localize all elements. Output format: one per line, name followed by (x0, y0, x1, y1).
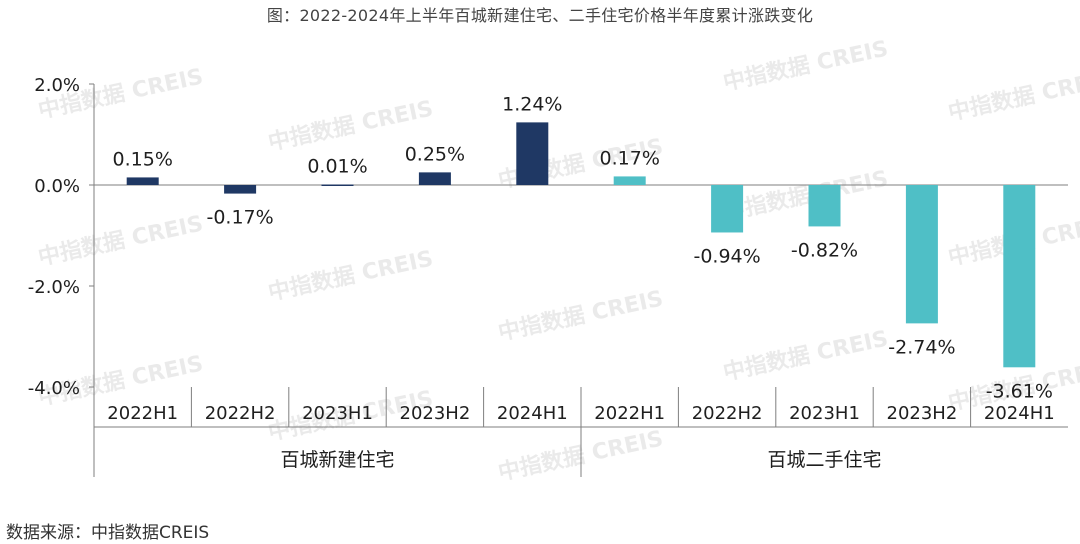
category-label: 2024H1 (984, 403, 1055, 424)
watermark-text: 中指数据 CREIS (496, 286, 666, 346)
y-tick-label: 2.0% (34, 75, 80, 96)
watermark-text: 中指数据 CREIS (721, 166, 891, 226)
bar (126, 177, 159, 185)
data-label: 0.15% (113, 148, 173, 170)
category-label: 2023H2 (400, 403, 471, 424)
bar (1003, 185, 1036, 368)
watermark-text: 中指数据 CREIS (946, 66, 1080, 126)
chart-title: 图：2022-2024年上半年百城新建住宅、二手住宅价格半年度累计涨跌变化 (266, 6, 814, 25)
y-tick-label: -4.0% (28, 378, 80, 399)
category-label: 2022H2 (205, 403, 276, 424)
watermark-text: 中指数据 CREIS (266, 246, 436, 306)
bar (808, 185, 841, 227)
bar (711, 185, 744, 233)
category-label: 2023H1 (302, 403, 373, 424)
bar (321, 184, 354, 186)
data-label: 0.01% (307, 155, 367, 177)
group-label: 百城二手住宅 (767, 449, 881, 471)
data-label: -0.82% (791, 239, 858, 261)
data-label: -3.61% (986, 380, 1053, 402)
data-source: 数据来源：中指数据CREIS (6, 523, 210, 543)
watermark-text: 中指数据 CREIS (721, 36, 891, 96)
category-label: 2023H2 (887, 403, 958, 424)
bar (418, 172, 451, 185)
watermark-text: 中指数据 CREIS (721, 326, 891, 386)
data-label: -2.74% (888, 336, 955, 358)
bar (905, 185, 938, 324)
category-label: 2022H2 (692, 403, 763, 424)
y-tick-label: 0.0% (34, 176, 80, 197)
category-label: 2022H1 (594, 403, 665, 424)
y-tick-label: -2.0% (28, 277, 80, 298)
bar (516, 122, 549, 185)
group-label: 百城新建住宅 (280, 449, 394, 471)
watermark-text: 中指数据 CREIS (36, 211, 206, 271)
category-label: 2024H1 (497, 403, 568, 424)
data-label: 0.25% (405, 143, 465, 165)
bar (224, 185, 257, 194)
data-label: 0.17% (600, 147, 660, 169)
data-label: -0.94% (693, 245, 760, 267)
bar (613, 176, 646, 185)
bar-chart: 中指数据 CREIS 中指数据 CREIS 中指数据 CREIS 中指数据 CREIS… (28, 36, 1080, 486)
category-label: 2023H1 (789, 403, 860, 424)
data-label: -0.17% (206, 207, 273, 229)
data-label: 1.24% (502, 93, 562, 115)
category-label: 2022H1 (107, 403, 178, 424)
